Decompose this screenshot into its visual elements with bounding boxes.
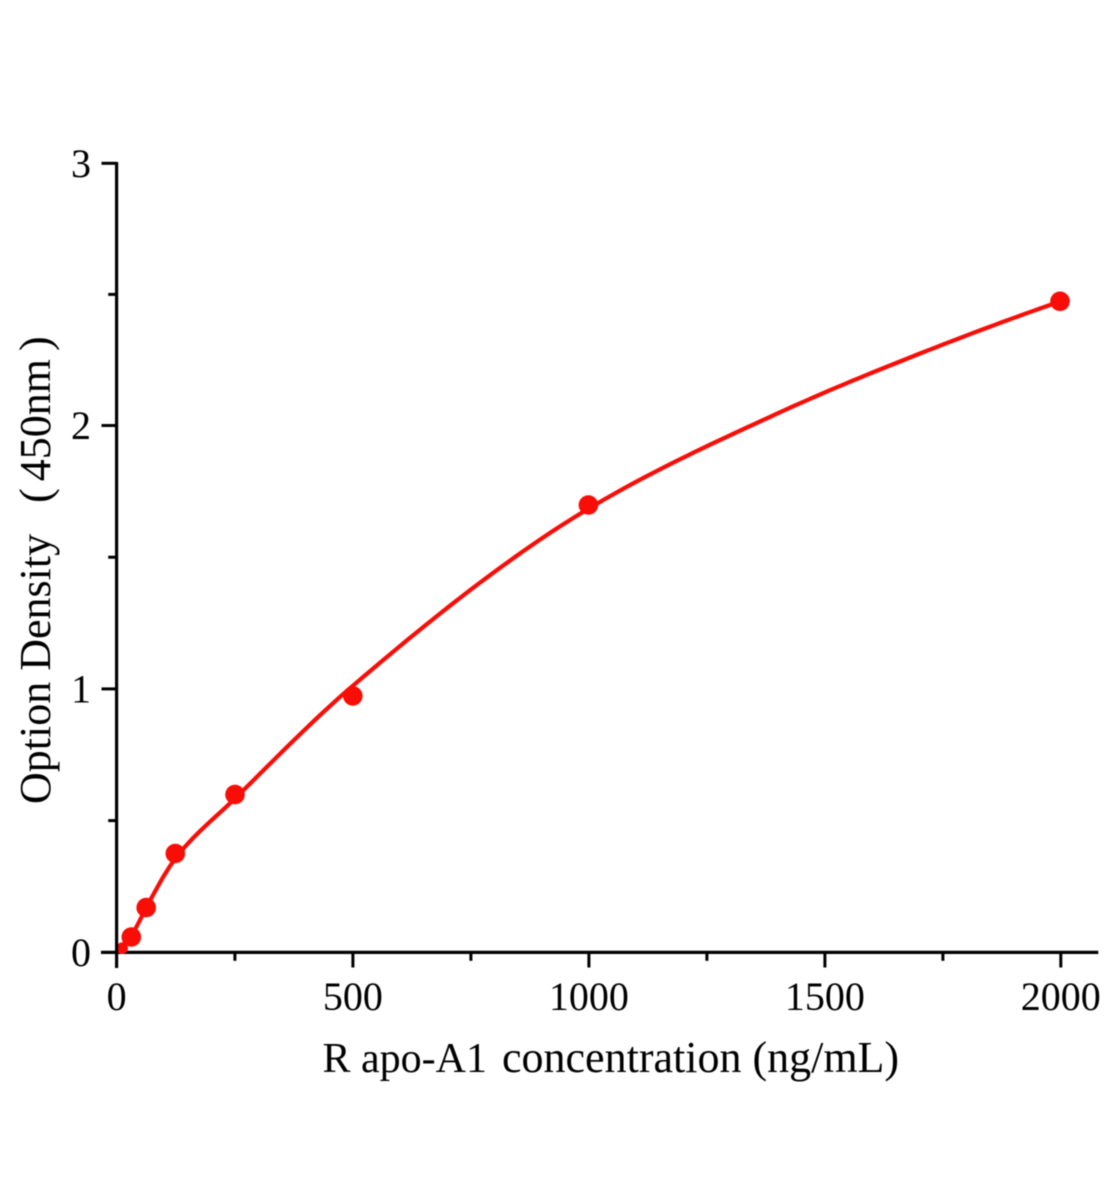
- svg-text:3: 3: [71, 141, 91, 186]
- svg-text:500: 500: [323, 974, 383, 1019]
- svg-text:concentration (ng/mL): concentration (ng/mL): [502, 1033, 899, 1082]
- svg-text:1: 1: [71, 667, 91, 712]
- svg-text:Option Density(450nm): Option Density(450nm): [11, 336, 60, 804]
- svg-text:R apo-A1: R apo-A1: [323, 1036, 487, 1082]
- svg-text:0: 0: [107, 974, 127, 1019]
- svg-text:0: 0: [71, 930, 91, 975]
- svg-text:2: 2: [71, 403, 91, 448]
- svg-text:1500: 1500: [785, 974, 865, 1019]
- svg-text:2000: 2000: [1021, 974, 1101, 1019]
- svg-text:1000: 1000: [549, 974, 629, 1019]
